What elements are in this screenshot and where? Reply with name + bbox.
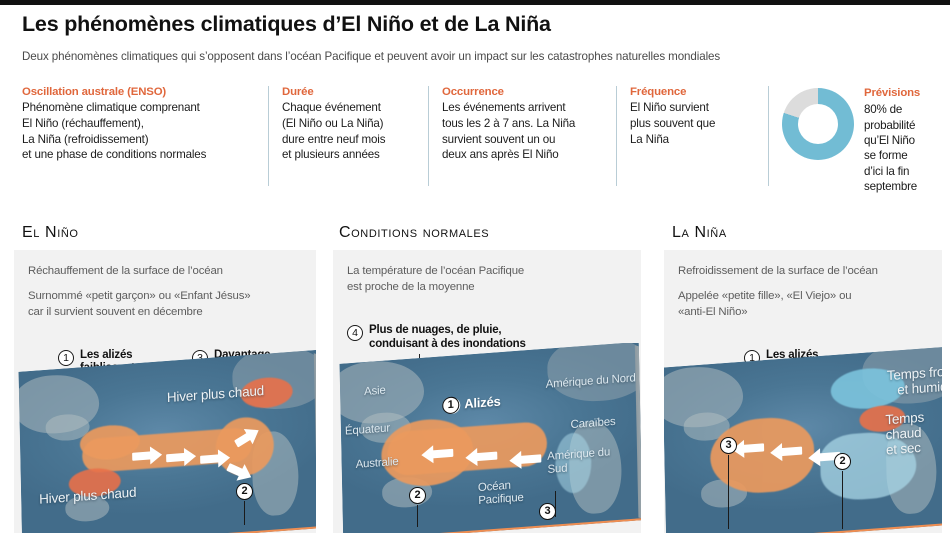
info-body: Chaque événement (El Niño ou La Niña) du… <box>282 100 416 163</box>
info-line: 80% de <box>864 103 903 117</box>
column-divider <box>616 86 618 186</box>
map-marker-3: 3 <box>720 437 737 454</box>
donut-hole <box>798 104 838 144</box>
map-marker-2: 2 <box>409 487 426 504</box>
desc-line: «anti-El Niño» <box>678 305 748 318</box>
map-label-cold-wet: Temps froid et humide <box>886 363 942 398</box>
desc-line: Surnommé «petit garçon» ou «Enfant Jésus… <box>28 289 251 302</box>
info-line: se forme <box>864 149 908 163</box>
map-block: Hiver plus chaud Hiver plus chaud <box>18 349 316 533</box>
map-conditions-normales: Asie Équateur Australie Amérique du Nord… <box>333 343 641 533</box>
info-line: deux ans après El Niño <box>442 148 559 162</box>
map-marker-leader <box>555 491 557 517</box>
map-marker-leader <box>728 455 730 529</box>
desc-line: car il survient souvent en décembre <box>28 305 203 318</box>
info-column-occurrence: Occurrence Les événements arrivent tous … <box>428 86 616 204</box>
info-line: Chaque événement <box>282 101 381 114</box>
map-marker-2: 2 <box>236 483 253 500</box>
map-la-nina: Temps froid et humide Temps chaud et sec… <box>664 343 942 533</box>
info-line: El Niño (réchauffement), <box>22 116 144 130</box>
desc-line: La température de l’océan Pacifique <box>347 265 525 277</box>
column-divider <box>768 86 770 186</box>
map-marker-leader <box>244 501 246 525</box>
panel-callouts: 4 Plus de nuages, de pluie, conduisant à… <box>333 324 641 396</box>
desc-line: Refroidissement de la surface de l’océan <box>678 265 878 277</box>
forecast-text: Prévisions 80% de probabilité qu’El Niño… <box>864 86 920 195</box>
info-line: El Niño survient <box>630 101 709 114</box>
info-line: probabilité <box>864 118 916 132</box>
map-block: Temps froid et humide Temps chaud et sec <box>664 346 942 533</box>
panel-body: Refroidissement de la surface de l’océan… <box>664 250 942 533</box>
map-block: Asie Équateur Australie Amérique du Nord… <box>339 343 641 533</box>
info-column-enso: Oscillation australe (ENSO) Phénomène cl… <box>22 86 268 204</box>
callout-line: conduisant à des inondations <box>369 337 526 350</box>
info-line: (El Niño ou La Niña) <box>282 116 384 130</box>
map-marker-leader <box>417 505 419 527</box>
panel-title: Conditions normales <box>339 224 490 241</box>
map-marker-2: 2 <box>834 453 851 470</box>
info-title: Occurrence <box>442 86 504 98</box>
panel-title: La Niña <box>672 224 727 241</box>
info-body: Les événements arrivent tous les 2 à 7 a… <box>442 100 604 163</box>
desc-line: est proche de la moyenne <box>347 280 475 293</box>
map-label-ocean-pacifique: Océan Pacifique <box>477 479 524 507</box>
info-column-duree: Durée Chaque événement (El Niño ou La Ni… <box>268 86 428 204</box>
info-column-previsions: Prévisions 80% de probabilité qu’El Niño… <box>768 86 932 204</box>
info-line: dure entre neuf mois <box>282 132 386 146</box>
info-line: Les événements arrivent <box>442 101 566 114</box>
desc-line: Réchauffement de la surface de l’océan <box>28 265 223 277</box>
top-rule <box>0 0 950 5</box>
panel-title: El Niño <box>22 224 79 241</box>
column-divider <box>428 86 430 186</box>
panel-la-nina: La Niña Refroidissement de la surface de… <box>650 214 950 533</box>
info-title: Durée <box>282 86 314 98</box>
map-marker-3: 3 <box>539 503 556 520</box>
page-subtitle: Deux phénomènes climatiques qui s’oppose… <box>22 49 721 63</box>
panel-body: La température de l’océan Pacifique est … <box>333 250 641 533</box>
map-label-hot-dry: Temps chaud et sec <box>885 409 925 458</box>
info-line: d’ici la fin <box>864 164 910 178</box>
panel-body: Réchauffement de la surface de l’océan S… <box>14 250 316 533</box>
info-line: et plusieurs années <box>282 148 380 162</box>
info-line: survient souvent un ou <box>442 132 556 146</box>
panel-description: Réchauffement de la surface de l’océan S… <box>14 250 316 321</box>
map-marker-leader <box>842 471 844 529</box>
callout-line: Plus de nuages, de pluie, <box>369 323 502 336</box>
info-line: La Niña (refroidissement) <box>22 132 149 146</box>
info-title: Fréquence <box>630 86 687 98</box>
callout-4: 4 Plus de nuages, de pluie, conduisant à… <box>347 324 526 351</box>
info-column-frequence: Fréquence El Niño survient plus souvent … <box>616 86 768 204</box>
panel-description: La température de l’océan Pacifique est … <box>333 250 641 296</box>
forecast-donut-chart <box>782 88 854 160</box>
header: Les phénomènes climatiques d’El Niño et … <box>22 12 932 64</box>
panels-section: El Niño Réchauffement de la surface de l… <box>0 214 950 533</box>
info-line: plus souvent que <box>630 116 716 130</box>
info-body: El Niño survient plus souvent que La Niñ… <box>630 100 756 147</box>
callout-label: Plus de nuages, de pluie, conduisant à d… <box>369 324 526 351</box>
panel-el-nino: El Niño Réchauffement de la surface de l… <box>0 214 320 533</box>
info-line: qu’El Niño <box>864 133 915 147</box>
info-title: Oscillation australe (ENSO) <box>22 86 167 98</box>
panel-description: Refroidissement de la surface de l’océan… <box>664 250 942 321</box>
info-line: tous les 2 à 7 ans. La Niña <box>442 116 576 130</box>
info-line: Phénomène climatique comprenant <box>22 101 200 114</box>
map-el-nino: Hiver plus chaud Hiver plus chaud 2 <box>14 343 316 533</box>
info-strip: Oscillation australe (ENSO) Phénomène cl… <box>22 86 932 204</box>
info-line: septembre <box>864 180 917 194</box>
callout-line: Les alizés <box>80 348 133 361</box>
callout-number: 1 <box>58 349 74 366</box>
callout-number: 4 <box>347 324 363 341</box>
column-divider <box>268 86 270 186</box>
info-body: Phénomène climatique comprenant El Niño … <box>22 100 256 163</box>
panel-conditions-normales: Conditions normales La température de l’… <box>325 214 645 533</box>
info-line: et une phase de conditions normales <box>22 148 207 162</box>
info-line: La Niña <box>630 132 669 146</box>
page-title: Les phénomènes climatiques d’El Niño et … <box>22 12 551 36</box>
desc-line: Appelée «petite fille», «El Viejo» ou <box>678 289 852 302</box>
info-title: Prévisions <box>864 87 921 99</box>
map-label-asie: Asie <box>363 384 386 399</box>
